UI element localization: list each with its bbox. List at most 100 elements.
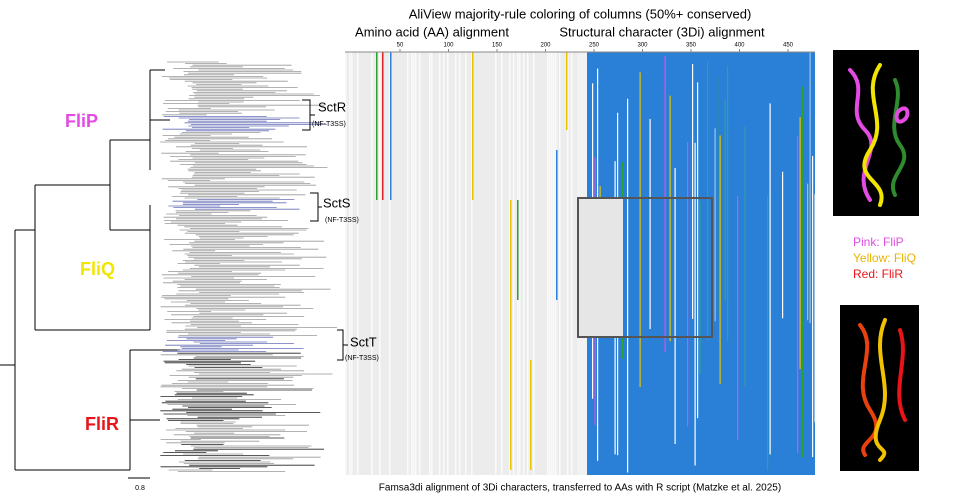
column bbox=[390, 52, 392, 200]
column bbox=[812, 155, 814, 458]
column bbox=[547, 52, 549, 475]
column bbox=[382, 52, 384, 200]
bracket bbox=[337, 329, 348, 361]
light-block bbox=[578, 198, 623, 337]
column bbox=[809, 52, 811, 324]
column bbox=[724, 99, 726, 301]
column bbox=[389, 52, 391, 475]
column bbox=[567, 52, 569, 475]
subtitle: Amino acid (AA) alignment bbox=[355, 24, 509, 39]
column bbox=[556, 150, 558, 300]
legend-item: Red: FliR bbox=[853, 267, 903, 281]
column bbox=[351, 52, 353, 475]
column bbox=[549, 52, 551, 475]
clade-label: FliP bbox=[65, 111, 98, 131]
column bbox=[799, 117, 801, 370]
title: AliView majority-rule coloring of column… bbox=[409, 6, 752, 21]
column bbox=[471, 52, 473, 475]
group-label: SctS bbox=[323, 195, 351, 210]
column bbox=[807, 183, 809, 321]
column bbox=[802, 86, 804, 458]
structure-ribbons bbox=[848, 63, 910, 207]
ribbon bbox=[891, 78, 907, 197]
scale-label: 0.8 bbox=[135, 485, 145, 492]
column bbox=[687, 142, 689, 427]
column bbox=[431, 52, 433, 475]
column bbox=[767, 195, 769, 471]
column bbox=[727, 65, 729, 341]
bracket bbox=[302, 99, 315, 131]
group-note: (NF-T3SS) bbox=[312, 121, 346, 128]
column bbox=[345, 52, 347, 475]
column bbox=[519, 52, 521, 475]
tree bbox=[0, 61, 338, 479]
column bbox=[509, 52, 511, 475]
column bbox=[459, 52, 461, 475]
group-label: SctR bbox=[318, 99, 346, 114]
column bbox=[527, 52, 529, 475]
ruler-label: 150 bbox=[492, 43, 503, 49]
column bbox=[465, 52, 467, 475]
column bbox=[699, 201, 701, 374]
caption: Famsa3di alignment of 3Di characters, tr… bbox=[379, 483, 781, 494]
column bbox=[553, 52, 555, 475]
column bbox=[513, 52, 515, 475]
bracket bbox=[310, 192, 322, 222]
group-label: SctT bbox=[350, 334, 377, 349]
group-note: (NF-T3SS) bbox=[325, 217, 359, 224]
column bbox=[692, 64, 694, 319]
column bbox=[717, 77, 719, 314]
column bbox=[719, 135, 721, 385]
clade-label: FliR bbox=[85, 414, 119, 434]
column bbox=[376, 52, 378, 200]
structure-ribbons bbox=[858, 318, 907, 462]
column bbox=[797, 136, 799, 453]
column bbox=[664, 55, 666, 353]
legend-item: Yellow: FliQ bbox=[853, 251, 916, 265]
ribbon bbox=[897, 328, 907, 422]
ruler-label: 100 bbox=[443, 43, 454, 49]
legend-item: Pink: FliP bbox=[853, 235, 904, 249]
column bbox=[571, 52, 573, 475]
column bbox=[697, 82, 699, 419]
column bbox=[737, 196, 739, 441]
column bbox=[510, 200, 512, 470]
ribbon bbox=[873, 318, 887, 462]
column bbox=[407, 52, 409, 475]
column bbox=[357, 52, 359, 475]
ruler-label: 250 bbox=[589, 43, 600, 49]
ribbon bbox=[862, 63, 884, 207]
column bbox=[455, 52, 457, 475]
clade-label: FliQ bbox=[80, 259, 115, 279]
ruler-label: 400 bbox=[734, 43, 745, 49]
ribbon bbox=[894, 106, 910, 124]
ruler-label: 450 bbox=[783, 43, 794, 49]
column bbox=[439, 52, 441, 475]
highlight-box bbox=[577, 197, 713, 338]
column bbox=[501, 52, 503, 475]
column bbox=[674, 167, 676, 445]
column bbox=[415, 52, 417, 475]
column bbox=[419, 52, 421, 475]
aa-alignment-bg bbox=[345, 52, 577, 475]
column bbox=[349, 52, 351, 475]
column bbox=[411, 52, 413, 475]
column bbox=[744, 126, 746, 387]
alignment bbox=[345, 52, 816, 475]
column bbox=[551, 52, 553, 475]
column bbox=[669, 95, 671, 342]
subtitle: Structural character (3Di) alignment bbox=[559, 24, 765, 39]
column bbox=[429, 52, 431, 475]
column bbox=[533, 52, 535, 475]
column bbox=[472, 52, 474, 200]
column bbox=[443, 52, 445, 475]
column bbox=[413, 52, 415, 475]
column bbox=[814, 194, 816, 423]
group-note: (NF-T3SS) bbox=[345, 355, 379, 362]
ruler-label: 50 bbox=[397, 43, 404, 49]
column bbox=[517, 200, 519, 300]
column bbox=[782, 171, 784, 319]
column bbox=[627, 98, 629, 473]
ruler-label: 300 bbox=[637, 43, 648, 49]
